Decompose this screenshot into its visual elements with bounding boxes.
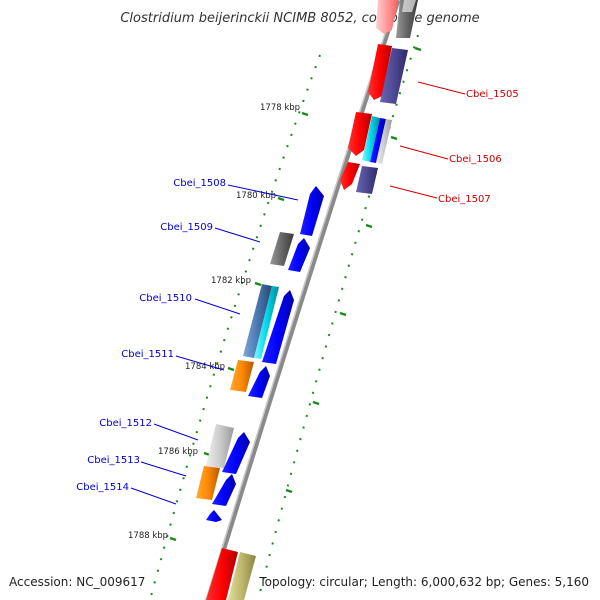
- gene-label[interactable]: Cbei_1505: [466, 89, 519, 100]
- kbp-label: 1786 kbp: [158, 447, 198, 457]
- forward-label-leaders: [130, 184, 299, 505]
- gene-arrow[interactable]: [248, 366, 270, 398]
- gene-arrow[interactable]: [380, 48, 408, 104]
- kbp-label: 1784 kbp: [185, 362, 225, 372]
- gene-arrow[interactable]: [254, 286, 279, 359]
- gene-arrow-highlight: [402, 0, 416, 12]
- gene-arrow[interactable]: [243, 284, 272, 358]
- gene-label[interactable]: Cbei_1514: [76, 482, 129, 493]
- gene-arrow[interactable]: [376, 0, 398, 34]
- gene-arrow[interactable]: [370, 118, 386, 163]
- gene-arrow[interactable]: [230, 360, 254, 392]
- gene-label[interactable]: Cbei_1506: [449, 154, 502, 165]
- gene-arrow[interactable]: [362, 116, 380, 162]
- gene-arrow[interactable]: [196, 466, 220, 500]
- gene-label[interactable]: Cbei_1513: [87, 455, 140, 466]
- gene-label[interactable]: Cbei_1510: [139, 293, 192, 304]
- gene-arrow[interactable]: [262, 290, 294, 364]
- gene-arrow[interactable]: [340, 162, 360, 190]
- gene-arrow[interactable]: [206, 510, 222, 522]
- gene-arrow[interactable]: [288, 238, 310, 272]
- map-title: Clostridium beijerinckii NCIMB 8052, com…: [120, 11, 479, 26]
- gene-label[interactable]: Cbei_1507: [438, 194, 491, 205]
- accession-text: Accession: NC_009617: [9, 575, 145, 589]
- genome-backbone-highlight: [205, 0, 397, 600]
- gene-label[interactable]: Cbei_1508: [173, 178, 226, 189]
- gene-label[interactable]: Cbei_1511: [121, 349, 174, 360]
- gene-arrow[interactable]: [348, 112, 372, 156]
- outer-tick-track: [149, 54, 321, 600]
- gene-arrow[interactable]: [206, 548, 238, 600]
- gene-arrow[interactable]: [212, 474, 236, 506]
- gene-label[interactable]: Cbei_1509: [160, 222, 213, 233]
- gene-arrow[interactable]: [356, 166, 378, 194]
- kbp-label: 1782 kbp: [211, 276, 251, 286]
- topology-text: Topology: circular; Length: 6,000,632 bp…: [258, 575, 589, 589]
- kbp-label: 1780 kbp: [236, 191, 276, 201]
- gene-arrow[interactable]: [228, 552, 256, 600]
- gene-arrow[interactable]: [376, 119, 392, 164]
- kbp-label: 1778 kbp: [260, 103, 300, 113]
- gene-arrow[interactable]: [300, 186, 324, 236]
- kbp-label: 1788 kbp: [128, 531, 168, 541]
- gene-arrow[interactable]: [368, 44, 392, 100]
- gene-arrow[interactable]: [222, 432, 250, 474]
- gene-arrow[interactable]: [270, 232, 294, 266]
- gene-label[interactable]: Cbei_1512: [99, 418, 152, 429]
- major-ticks: [169, 46, 422, 542]
- reverse-label-leaders: [389, 81, 466, 199]
- gene-arrow[interactable]: [206, 424, 234, 468]
